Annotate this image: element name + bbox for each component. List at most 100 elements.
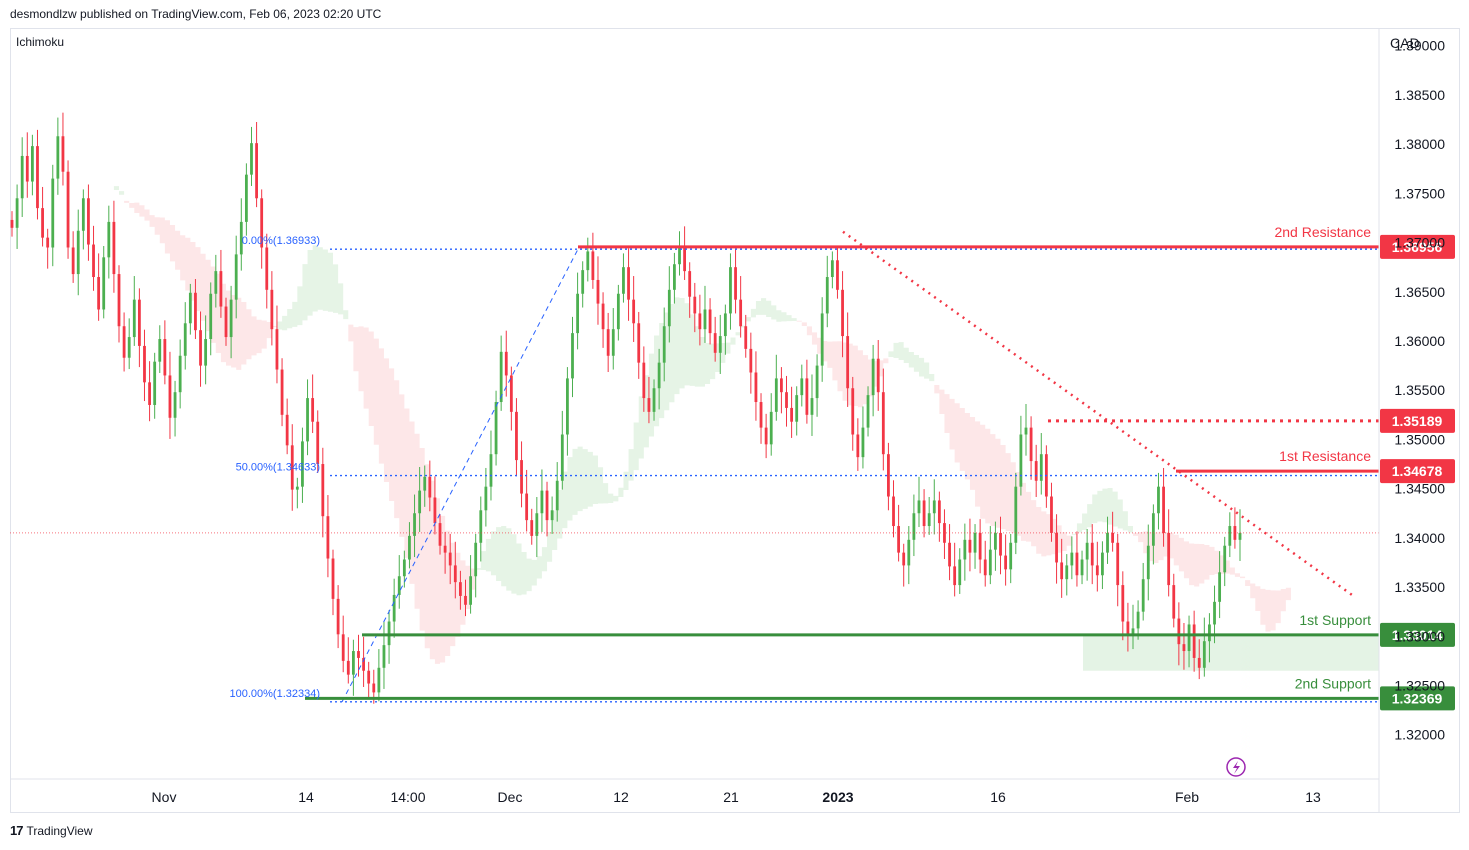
candle-body (250, 143, 253, 175)
candle-body (902, 552, 906, 566)
price-tick-label: 1.35500 (1394, 382, 1445, 398)
candle-body (616, 293, 620, 330)
candle-body (1218, 572, 1222, 602)
candle-body (683, 247, 686, 272)
level-name-label: 2nd Support (1295, 675, 1371, 691)
candle-body (1157, 486, 1160, 514)
candle-body (555, 480, 559, 511)
candle-body (937, 500, 941, 524)
candle-body (1131, 628, 1135, 636)
candle-body (657, 362, 661, 389)
price-tag[interactable] (1380, 459, 1455, 484)
candle-body (892, 496, 895, 527)
candle-body (1019, 434, 1023, 487)
candle-body (423, 476, 427, 491)
candle-body (1172, 585, 1176, 619)
price-tick-label: 1.39000 (1394, 38, 1445, 54)
candle-body (749, 348, 753, 373)
candle-body (1014, 486, 1018, 543)
candle-body (489, 454, 493, 487)
candle-body (76, 230, 80, 275)
candle-body (973, 532, 977, 553)
level-name-label: 1st Support (1299, 612, 1371, 628)
time-tick-label: 12 (613, 789, 629, 805)
candle-body (15, 198, 19, 228)
candle-body (774, 378, 778, 412)
candle-body (810, 398, 814, 415)
candle-body (377, 667, 381, 693)
price-tick-label: 1.38000 (1394, 136, 1445, 152)
candle-body (596, 279, 600, 304)
candle-body (540, 490, 544, 514)
candle-body (224, 306, 228, 338)
candle-body (362, 657, 365, 671)
candle-body (1213, 601, 1216, 625)
candle-body (204, 339, 208, 366)
candle-body (739, 299, 743, 327)
price-tick-label: 1.32000 (1394, 727, 1445, 743)
candle-body (188, 292, 192, 324)
candle-body (357, 651, 360, 658)
candle-body (336, 598, 340, 635)
candle-body (163, 339, 167, 376)
candle-body (611, 329, 615, 356)
candle-body (46, 237, 50, 248)
candle-body (876, 358, 880, 393)
fib-level-label: 0.00%(1.36933) (242, 235, 320, 247)
candle-body (234, 254, 238, 300)
price-tag[interactable] (1380, 408, 1455, 433)
price-tag-label: 1.34678 (1392, 463, 1443, 479)
candle-body (1162, 486, 1165, 533)
price-tick-label: 1.36500 (1394, 284, 1445, 300)
price-tag-label: 1.33014 (1392, 627, 1443, 643)
candle-body (759, 402, 763, 428)
candle-body (458, 582, 462, 596)
candle-body (713, 333, 717, 353)
candle-body (382, 645, 386, 668)
candle-body (509, 375, 513, 412)
candle-body (606, 329, 610, 356)
candle-body (402, 559, 406, 577)
candle-body (1039, 454, 1043, 481)
candle-body (209, 293, 213, 340)
candle-body (1075, 552, 1079, 576)
candle-body (1167, 532, 1171, 586)
ichimoku-cloud-bearish (124, 200, 1291, 664)
price-tag[interactable] (1380, 686, 1455, 711)
candle-body (433, 497, 437, 524)
candle-body (622, 267, 625, 294)
candle-body (1060, 562, 1064, 580)
candle-body (764, 427, 768, 445)
candle-body (632, 299, 636, 324)
price-tick-label: 1.33500 (1394, 579, 1445, 595)
lightning-icon[interactable] (1226, 757, 1246, 777)
time-tick-label: 16 (990, 789, 1006, 805)
time-tick-label: 14 (298, 789, 314, 805)
price-tag[interactable] (1380, 234, 1455, 259)
candle-body (1101, 552, 1104, 576)
candle-body (953, 566, 957, 586)
candle-body (943, 523, 946, 543)
candle-body (571, 333, 574, 379)
time-tick-label: Nov (152, 789, 177, 805)
fib-trend-line (341, 248, 579, 703)
ichimoku-cloud-bullish (12, 181, 1133, 596)
candle-body (1034, 461, 1038, 481)
price-tag[interactable] (1380, 622, 1455, 647)
candle-body (744, 326, 748, 349)
candle-body (438, 523, 442, 546)
price-tag-label: 1.35189 (1392, 413, 1443, 429)
tradingview-logo-icon: 17 (10, 823, 24, 838)
candle-body (871, 358, 875, 396)
footer-brand[interactable]: 17 TradingView (10, 823, 93, 838)
candle-body (1187, 624, 1191, 652)
candle-body (1177, 618, 1181, 645)
candle-body (525, 493, 529, 521)
candle-body (968, 539, 972, 553)
candle-body (173, 392, 177, 418)
candle-body (397, 576, 401, 595)
candle-body (443, 545, 447, 553)
time-tick-label: 2023 (822, 789, 853, 805)
candle-body (132, 299, 136, 338)
